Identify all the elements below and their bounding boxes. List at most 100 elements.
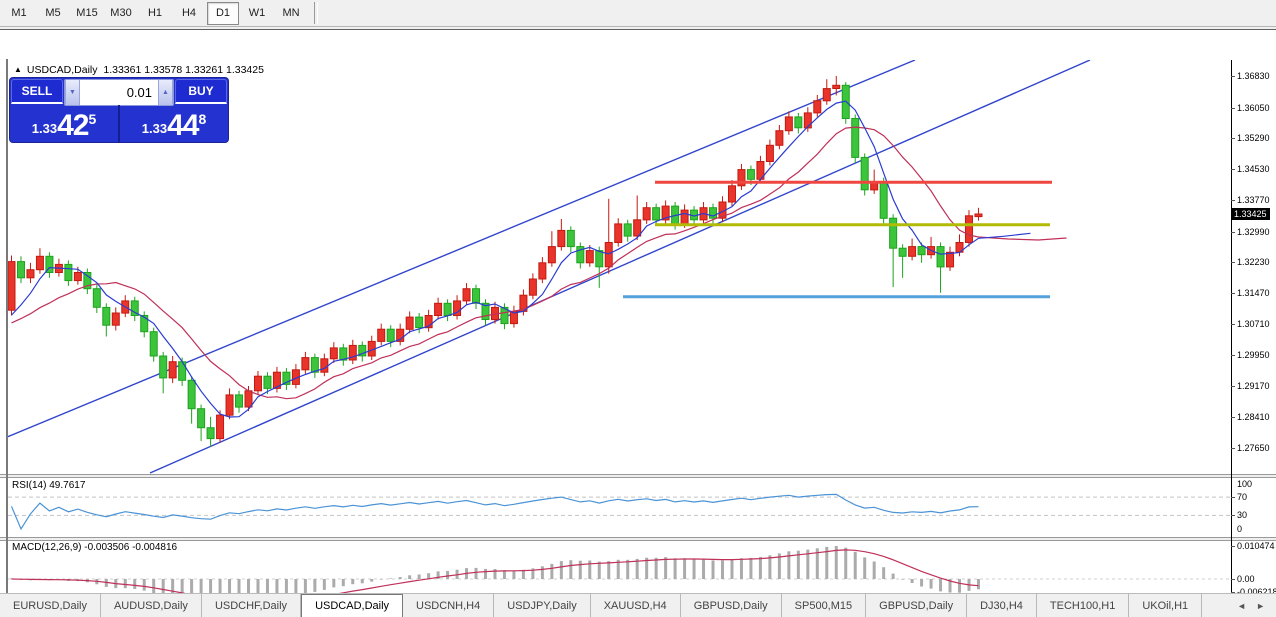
timeframe-button-m5[interactable]: M5 [45, 7, 61, 19]
volume-up-icon[interactable]: ▲ [158, 80, 173, 105]
macd-histogram-bar [626, 559, 630, 579]
macd-indicator-canvas[interactable] [8, 540, 1231, 601]
tab-usdcnh-h4[interactable]: USDCNH,H4 [403, 594, 495, 617]
candle [680, 209, 689, 225]
macd-histogram-bar [228, 579, 232, 601]
macd-histogram-bar [796, 550, 800, 579]
pane-splitter-macd[interactable] [0, 537, 1276, 541]
channel-lower[interactable] [8, 60, 916, 440]
macd-histogram-bar [654, 557, 658, 579]
tab-gbpusd-daily[interactable]: GBPUSD,Daily [866, 594, 968, 617]
timeframe-button-m30[interactable]: M30 [110, 7, 132, 19]
sell-button[interactable]: SELL [11, 79, 63, 104]
chart-title: ▲ USDCAD,Daily 1.33361 1.33578 1.33261 1.… [14, 64, 264, 76]
buy-price-display[interactable]: 1.33 44 8 [120, 105, 228, 142]
price-tick [1231, 138, 1235, 139]
candle [263, 375, 272, 389]
candle [908, 246, 917, 257]
timeframe-toolbar: M1 M5 M15 M30 H1 H4 D1 W1 MN [0, 0, 1276, 27]
price-tick [1231, 169, 1235, 170]
timeframe-button-mn[interactable]: MN [282, 7, 300, 19]
candle [879, 181, 888, 219]
candle [16, 261, 25, 279]
tab-audusd-daily[interactable]: AUDUSD,Daily [101, 594, 202, 617]
macd-histogram-bar [645, 557, 649, 579]
macd-tick [1231, 592, 1235, 593]
candle [159, 355, 168, 379]
macd-histogram-bar [284, 579, 288, 599]
macd-histogram-bar [929, 579, 933, 589]
candle [585, 250, 594, 264]
candle [547, 246, 556, 264]
macd-histogram-bar [711, 560, 715, 579]
tab-scroll-right-icon[interactable]: ► [1256, 601, 1265, 611]
candle [415, 316, 424, 329]
tab-ukoil-h1[interactable]: UKOil,H1 [1129, 594, 1203, 617]
price-tick [1231, 293, 1235, 294]
timeframe-button-m15[interactable]: M15 [76, 7, 98, 19]
macd-histogram-bar [891, 573, 895, 579]
tab-dj30-h4[interactable]: DJ30,H4 [967, 594, 1037, 617]
candle [889, 217, 898, 249]
candle [652, 207, 661, 221]
candle [377, 328, 386, 342]
tab-tech100-h1[interactable]: TECH100,H1 [1037, 594, 1130, 617]
tab-usdcad-daily[interactable]: USDCAD,Daily [301, 594, 404, 617]
macd-histogram-bar [692, 559, 696, 579]
macd-histogram-bar [550, 563, 554, 579]
toolbar-separator [314, 2, 318, 24]
candle [35, 255, 44, 271]
candle [661, 205, 670, 221]
candle [462, 288, 471, 302]
price-tick [1231, 76, 1235, 77]
candle [45, 255, 54, 274]
timeframe-button-d1[interactable]: D1 [207, 1, 239, 25]
buy-button[interactable]: BUY [175, 79, 227, 104]
timeframe-button-h1[interactable]: H1 [147, 7, 163, 19]
price-tick [1231, 108, 1235, 109]
candle [216, 414, 225, 440]
macd-histogram-bar [597, 561, 601, 579]
price-axis-label: 1.36830 [1237, 71, 1270, 81]
tab-scroll-left-icon[interactable]: ◄ [1237, 601, 1247, 611]
candle [235, 394, 244, 408]
timeframe-button-h4[interactable]: H4 [181, 7, 197, 19]
price-axis-label: 1.36050 [1237, 103, 1270, 113]
tab-xauusd-h4[interactable]: XAUUSD,H4 [591, 594, 681, 617]
macd-tick [1231, 579, 1235, 580]
timeframe-button-m1[interactable]: M1 [11, 7, 27, 19]
current-price-badge: 1.33425 [1232, 208, 1270, 220]
macd-histogram-bar [825, 546, 829, 579]
moving-average-line [11, 126, 1067, 400]
macd-histogram-bar [427, 573, 431, 579]
channel-upper[interactable] [149, 60, 1091, 474]
candle [339, 347, 348, 361]
tab-sp500-m15[interactable]: SP500,M15 [782, 594, 867, 617]
rsi-indicator-canvas[interactable] [8, 478, 1231, 537]
tab-eurusd-daily[interactable]: EURUSD,Daily [0, 594, 101, 617]
candle [358, 344, 367, 357]
tab-usdjpy-daily[interactable]: USDJPY,Daily [494, 594, 591, 617]
price-chart-canvas[interactable] [8, 60, 1231, 474]
volume-input[interactable]: 0.01 [80, 80, 158, 105]
price-tick [1231, 448, 1235, 449]
candle [898, 247, 907, 257]
rsi-label: RSI(14) 49.7617 [12, 480, 86, 491]
rsi-axis-label: 30 [1237, 510, 1248, 520]
expand-arrow-icon[interactable]: ▲ [14, 65, 22, 74]
volume-down-icon[interactable]: ▼ [65, 80, 80, 105]
volume-stepper: ▼ 0.01 ▲ [64, 79, 174, 106]
candle [225, 394, 234, 416]
macd-histogram-bar [209, 579, 213, 601]
tab-gbpusd-daily[interactable]: GBPUSD,Daily [681, 594, 782, 617]
sell-price-display[interactable]: 1.33 42 5 [10, 105, 120, 142]
candle [803, 112, 812, 129]
timeframe-button-w1[interactable]: W1 [248, 7, 266, 19]
tab-usdchf-daily[interactable]: USDCHF,Daily [202, 594, 302, 617]
candle [737, 169, 746, 187]
candle [566, 229, 575, 248]
candle [26, 269, 35, 279]
macd-histogram-bar [133, 579, 137, 589]
pane-splitter-rsi[interactable] [0, 474, 1276, 478]
